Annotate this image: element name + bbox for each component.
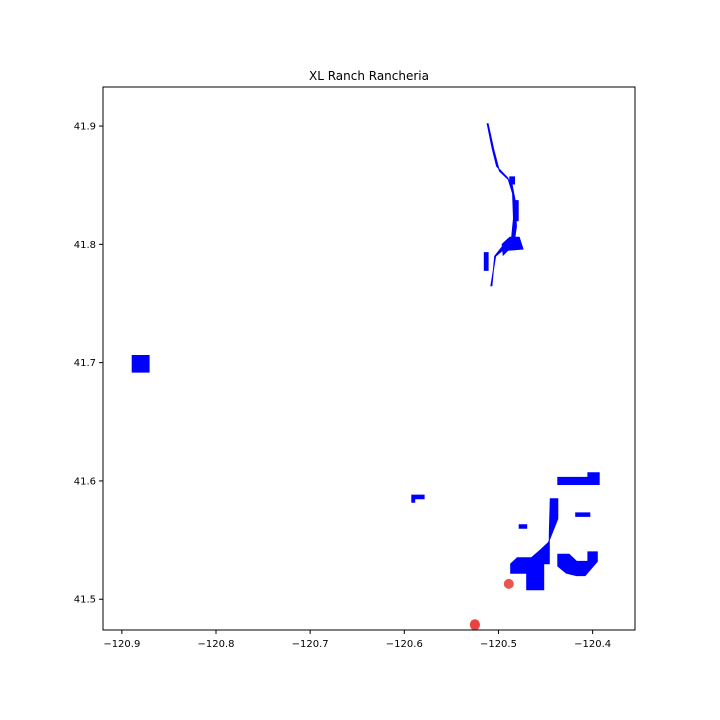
polygon-se-east xyxy=(557,551,598,577)
x-tick-label: −120.4 xyxy=(574,639,611,650)
axes-frame xyxy=(102,86,636,631)
y-tick-label: 41.6 xyxy=(74,476,96,487)
polygon-west-parcel xyxy=(131,355,150,373)
polygon-ne-parcel xyxy=(557,472,600,485)
plot-area xyxy=(131,123,600,630)
marker-point-3 xyxy=(469,620,480,630)
polygon-river xyxy=(486,123,517,287)
x-tick-label: −120.7 xyxy=(292,639,329,650)
polygon-ne-strip xyxy=(575,512,591,517)
polygon-north-strip-1 xyxy=(483,252,489,271)
polygon-mid-strip xyxy=(518,524,528,529)
polygon-se-main xyxy=(510,498,559,591)
x-tick-label: −120.6 xyxy=(386,639,423,650)
map-title: XL Ranch Rancheria xyxy=(309,69,429,83)
x-tick-label: −120.5 xyxy=(480,639,517,650)
y-tick-label: 41.5 xyxy=(74,595,96,606)
y-axis: 41.5 41.6 41.7 41.8 41.9 xyxy=(74,122,103,606)
marker-point-1 xyxy=(503,578,514,589)
y-tick-label: 41.9 xyxy=(74,122,96,133)
polygon-small-parcel xyxy=(411,494,425,503)
y-tick-label: 41.8 xyxy=(74,240,96,251)
x-axis: −120.9 −120.8 −120.7 −120.6 −120.5 −120.4 xyxy=(103,630,611,650)
y-tick-label: 41.7 xyxy=(74,358,96,369)
x-tick-label: −120.8 xyxy=(197,639,234,650)
x-tick-label: −120.9 xyxy=(103,639,140,650)
